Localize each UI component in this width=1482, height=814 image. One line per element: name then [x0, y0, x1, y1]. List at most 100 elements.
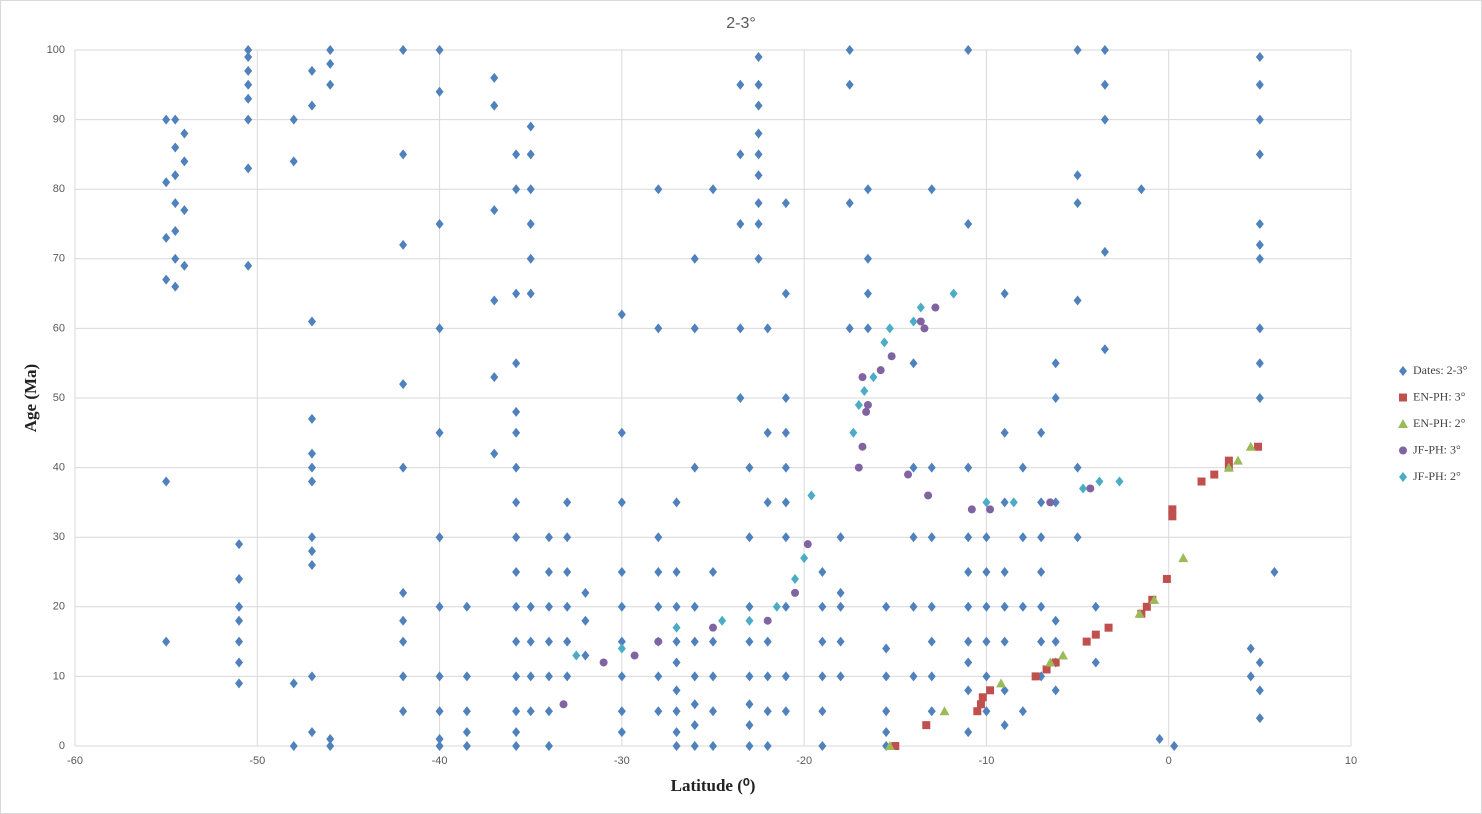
- point: [512, 427, 521, 438]
- point: [982, 671, 991, 682]
- point: [1073, 295, 1082, 306]
- point: [1042, 665, 1051, 674]
- point: [763, 427, 772, 438]
- point: [909, 462, 918, 473]
- point: [512, 532, 521, 543]
- point: [672, 706, 681, 717]
- point: [964, 462, 973, 473]
- point: [836, 636, 845, 647]
- point: [1037, 601, 1046, 612]
- point: [399, 379, 408, 390]
- point: [1255, 358, 1264, 369]
- point: [180, 260, 189, 271]
- point: [781, 393, 790, 403]
- point: [235, 678, 244, 689]
- point: [1037, 532, 1046, 543]
- point: [709, 706, 717, 717]
- point: [860, 386, 869, 397]
- y-tick-label: 10: [53, 670, 65, 682]
- point: [982, 636, 991, 647]
- point: [435, 323, 444, 334]
- point: [512, 567, 521, 577]
- point: [909, 358, 918, 369]
- point: [307, 100, 316, 111]
- point: [581, 650, 590, 661]
- point: [754, 198, 763, 209]
- point: [307, 462, 316, 473]
- point: [490, 295, 499, 306]
- point: [544, 601, 553, 612]
- point: [672, 497, 681, 508]
- point: [654, 184, 663, 195]
- point: [1270, 567, 1279, 577]
- point: [939, 706, 950, 716]
- point: [1224, 456, 1233, 465]
- point: [781, 497, 790, 508]
- point: [882, 601, 891, 612]
- point: [909, 532, 918, 543]
- point: [244, 65, 253, 76]
- point: [1045, 657, 1056, 667]
- point: [976, 700, 985, 709]
- point: [909, 601, 918, 612]
- point: [1086, 484, 1095, 493]
- point: [1246, 671, 1255, 682]
- point: [654, 601, 663, 612]
- point: [1051, 658, 1060, 667]
- point: [1255, 685, 1264, 696]
- point: [307, 65, 316, 76]
- point: [672, 741, 681, 751]
- point: [862, 407, 871, 416]
- point: [964, 45, 973, 55]
- point: [964, 219, 973, 229]
- point: [882, 643, 891, 654]
- point: [171, 114, 180, 125]
- point: [772, 601, 781, 612]
- point: [736, 149, 745, 160]
- point: [927, 671, 936, 682]
- point: [920, 324, 929, 333]
- point: [1037, 567, 1046, 577]
- point: [818, 601, 827, 612]
- point: [863, 253, 872, 264]
- point: [180, 205, 189, 216]
- point: [818, 636, 827, 647]
- point: [927, 184, 936, 195]
- point: [807, 490, 816, 501]
- point: [307, 727, 316, 738]
- point: [863, 184, 872, 195]
- point: [964, 727, 973, 738]
- point: [922, 721, 931, 730]
- point: [672, 567, 681, 577]
- point: [544, 706, 553, 717]
- point: [1104, 623, 1113, 632]
- point: [800, 553, 809, 564]
- point: [863, 400, 872, 409]
- point: [763, 497, 772, 508]
- point: [803, 540, 812, 549]
- point: [1255, 51, 1264, 62]
- point: [690, 720, 699, 731]
- point: [791, 588, 800, 597]
- x-tick-label: -20: [796, 755, 812, 767]
- point: [736, 393, 745, 403]
- point: [512, 149, 521, 160]
- point: [617, 497, 626, 508]
- point: [964, 636, 973, 647]
- point: [690, 699, 699, 710]
- point: [791, 573, 800, 584]
- point: [544, 671, 553, 682]
- point: [563, 567, 572, 577]
- x-tick-label: -50: [249, 755, 265, 767]
- point: [781, 198, 790, 209]
- point: [1000, 601, 1009, 612]
- point: [672, 727, 681, 738]
- point: [754, 149, 763, 160]
- point: [581, 587, 590, 598]
- point: [1100, 79, 1109, 90]
- point: [1162, 574, 1171, 583]
- point: [845, 45, 854, 55]
- point: [836, 587, 845, 598]
- point: [289, 741, 298, 751]
